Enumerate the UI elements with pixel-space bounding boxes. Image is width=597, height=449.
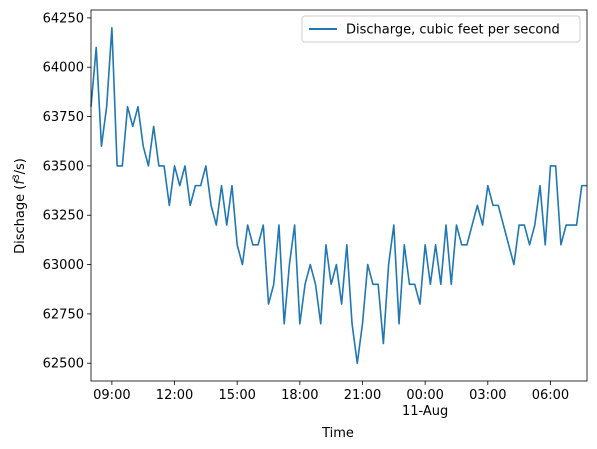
y-axis-label-superscript: 3 [12,174,22,180]
axes-frame [90,9,588,382]
y-tick-label: 64250 [43,11,84,26]
y-axis-label: Dischage (f3/s) [12,158,28,254]
legend: Discharge, cubic feet per second [301,15,581,43]
y-axis-ticks: 62500 62750 63000 63250 63500 63750 64000 64250 [43,11,91,372]
y-tick-label: 63000 [43,258,84,273]
series-layer [90,26,587,365]
series-line-0 [90,26,587,365]
x-tick-label: 21:00 [344,388,381,403]
x-tick-label: 00:00 [406,388,443,403]
y-tick-label: 62750 [43,307,84,322]
y-tick-label: 62500 [43,357,84,372]
x-tick-label: 15:00 [218,388,255,403]
legend-label: Discharge, cubic feet per second [346,23,560,38]
y-axis-label-prefix: Dischage ( [13,185,28,254]
x-tick-label: 06:00 [532,388,569,403]
x-tick-label: 18:00 [281,388,318,403]
y-tick-label: 63250 [43,209,84,224]
y-axis-label-suffix: /s) [13,158,28,174]
x-tick-label: 09:00 [93,388,130,403]
y-axis-label-base: f [13,178,28,185]
x-tick-label: 12:00 [156,388,193,403]
x-tick-label: 03:00 [469,388,506,403]
x-tick-sublabel: 11-Aug [402,404,448,419]
y-tick-label: 63750 [43,110,84,125]
legend-box [301,15,581,43]
y-tick-label: 64000 [43,61,84,76]
x-axis-label: Time [321,426,354,441]
y-tick-label: 63500 [43,159,84,174]
